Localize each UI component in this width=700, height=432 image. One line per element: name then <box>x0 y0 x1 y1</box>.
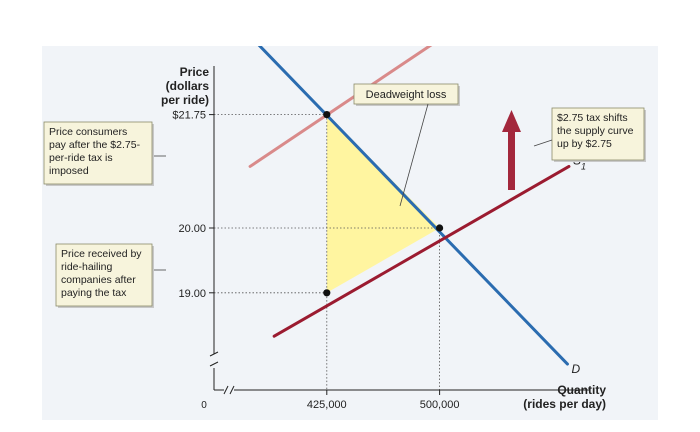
y-tick-label-1: 20.00 <box>178 223 206 235</box>
figure-panel: $21.75 20.00 19.00 425,000 500,000 0 Price (dol… <box>42 46 658 420</box>
equilibrium-point-1 <box>436 224 444 232</box>
x-axis-break-icon <box>223 385 235 395</box>
consumer-price-box <box>43 121 153 185</box>
y-axis-break-gap <box>210 354 218 368</box>
deadweight-loss-leader <box>399 103 429 207</box>
origin-label: 0 <box>201 400 207 411</box>
equilibrium-point-2 <box>323 289 331 297</box>
series-line-S1 <box>272 164 571 338</box>
tax-shift-arrow-shaft <box>508 130 515 190</box>
deadweight-loss-label-box <box>353 83 459 105</box>
tax-shift-annotation: $2.75 tax shifts the supply curve up by $2… <box>557 112 634 150</box>
tax-shift-box <box>551 107 645 161</box>
y-axis-title: Price (dollars per ride) <box>161 65 209 107</box>
series-line-S2 <box>248 46 433 168</box>
y-axis-break-icon <box>209 351 219 367</box>
series-label-D: D <box>571 362 580 376</box>
consumer-price-annotation: Price consumers pay after the $2.75-per-r… <box>49 126 141 177</box>
producer-price-box <box>55 243 153 307</box>
x-tick-label-0: 425,000 <box>307 399 347 411</box>
y-tick-label-0: $21.75 <box>172 110 206 122</box>
producer-price-annotation: Price received by ride-hailing companies a… <box>61 248 142 299</box>
series-line-D <box>257 46 569 366</box>
deadweight-loss-area <box>326 114 440 293</box>
x-axis-title: Quantity (rides per day) <box>523 383 606 411</box>
supply-demand-chart: $21.75 20.00 19.00 425,000 500,000 0 Price (dol… <box>43 46 646 411</box>
x-axis-break-gap <box>224 386 234 394</box>
equilibrium-point-0 <box>323 111 331 119</box>
x-tick-label-1: 500,000 <box>420 399 460 411</box>
y-tick-label-2: 19.00 <box>178 288 206 300</box>
tax-shift-leader <box>533 139 553 147</box>
deadweight-loss-label: Deadweight loss <box>366 89 447 101</box>
tax-shift-arrow-head <box>502 110 521 132</box>
